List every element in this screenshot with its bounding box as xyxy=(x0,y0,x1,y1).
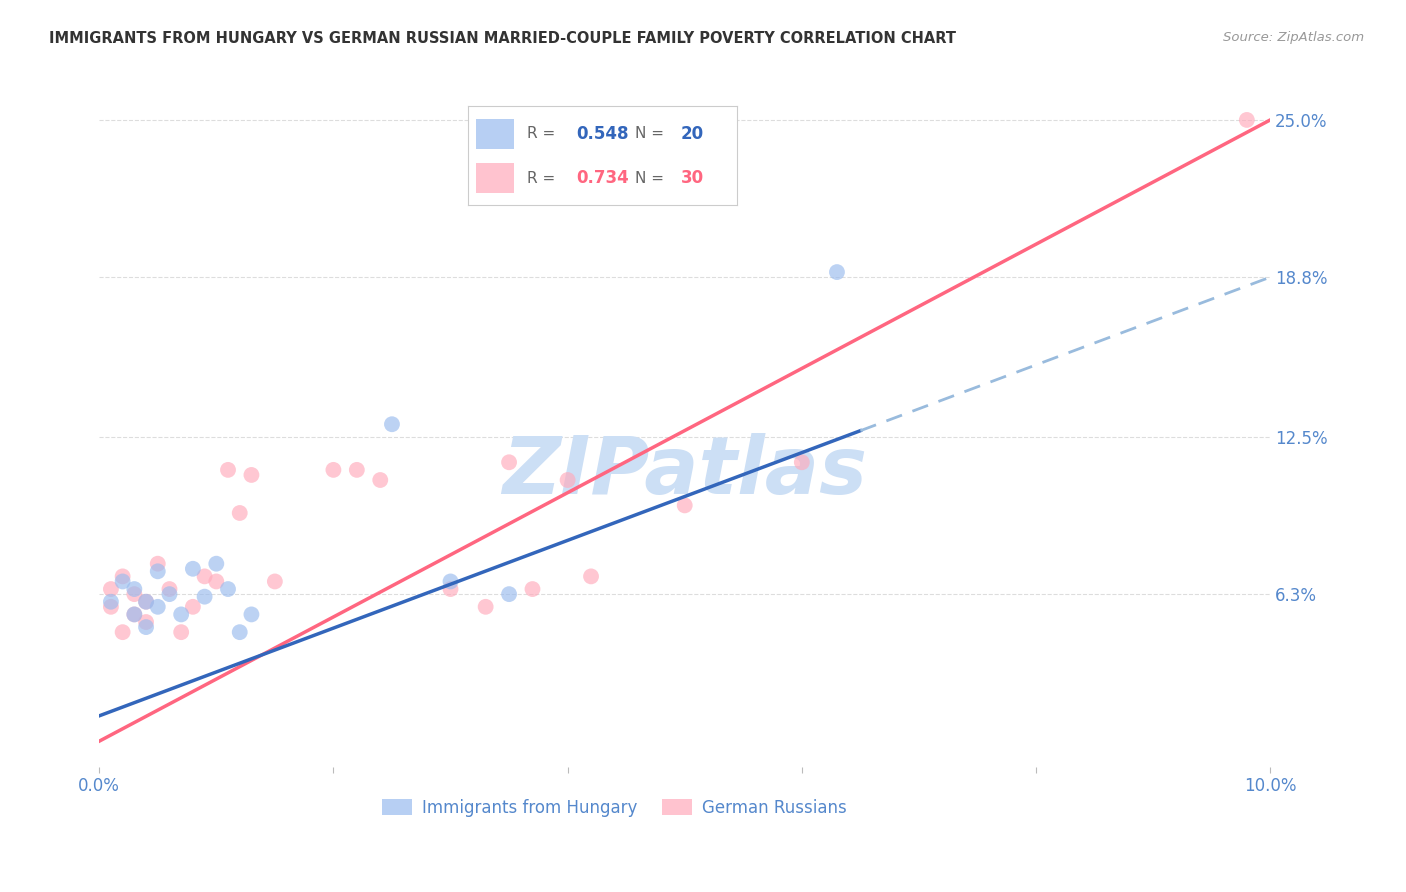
Point xyxy=(181,599,204,614)
Point xyxy=(135,595,157,609)
Point xyxy=(673,499,696,513)
Text: Source: ZipAtlas.com: Source: ZipAtlas.com xyxy=(1223,31,1364,45)
Point xyxy=(111,569,134,583)
Point xyxy=(240,607,263,622)
Point xyxy=(100,582,122,596)
Legend: Immigrants from Hungary, German Russians: Immigrants from Hungary, German Russians xyxy=(375,792,853,823)
Point xyxy=(322,463,344,477)
Point xyxy=(100,599,122,614)
Point xyxy=(124,607,146,622)
Text: IMMIGRANTS FROM HUNGARY VS GERMAN RUSSIAN MARRIED-COUPLE FAMILY POVERTY CORRELAT: IMMIGRANTS FROM HUNGARY VS GERMAN RUSSIA… xyxy=(49,31,956,46)
Point xyxy=(557,473,579,487)
Point xyxy=(146,557,169,571)
Point xyxy=(229,506,252,520)
Point xyxy=(159,587,181,601)
Point xyxy=(135,615,157,629)
Point xyxy=(381,417,404,432)
Point xyxy=(579,569,602,583)
Point xyxy=(170,625,193,640)
Point xyxy=(229,625,252,640)
Point xyxy=(135,595,157,609)
Point xyxy=(124,587,146,601)
Point xyxy=(439,582,461,596)
Point xyxy=(111,625,134,640)
Point xyxy=(439,574,461,589)
Point xyxy=(205,574,228,589)
Point xyxy=(217,463,239,477)
Point xyxy=(111,574,134,589)
Point xyxy=(194,569,217,583)
Point xyxy=(474,599,496,614)
Point xyxy=(205,557,228,571)
Point xyxy=(790,455,813,469)
Point xyxy=(146,599,169,614)
Point xyxy=(170,607,193,622)
Point xyxy=(124,582,146,596)
Point xyxy=(181,562,204,576)
Point xyxy=(368,473,391,487)
Point xyxy=(194,590,217,604)
Point xyxy=(1236,112,1258,127)
Point xyxy=(498,587,520,601)
Point xyxy=(346,463,368,477)
Point xyxy=(240,467,263,482)
Point xyxy=(135,620,157,634)
Point xyxy=(263,574,285,589)
Point xyxy=(146,564,169,578)
Point xyxy=(498,455,520,469)
Point xyxy=(124,607,146,622)
Point xyxy=(522,582,544,596)
Text: ZIPatlas: ZIPatlas xyxy=(502,434,868,511)
Point xyxy=(159,582,181,596)
Point xyxy=(825,265,848,279)
Point xyxy=(217,582,239,596)
Point xyxy=(100,595,122,609)
